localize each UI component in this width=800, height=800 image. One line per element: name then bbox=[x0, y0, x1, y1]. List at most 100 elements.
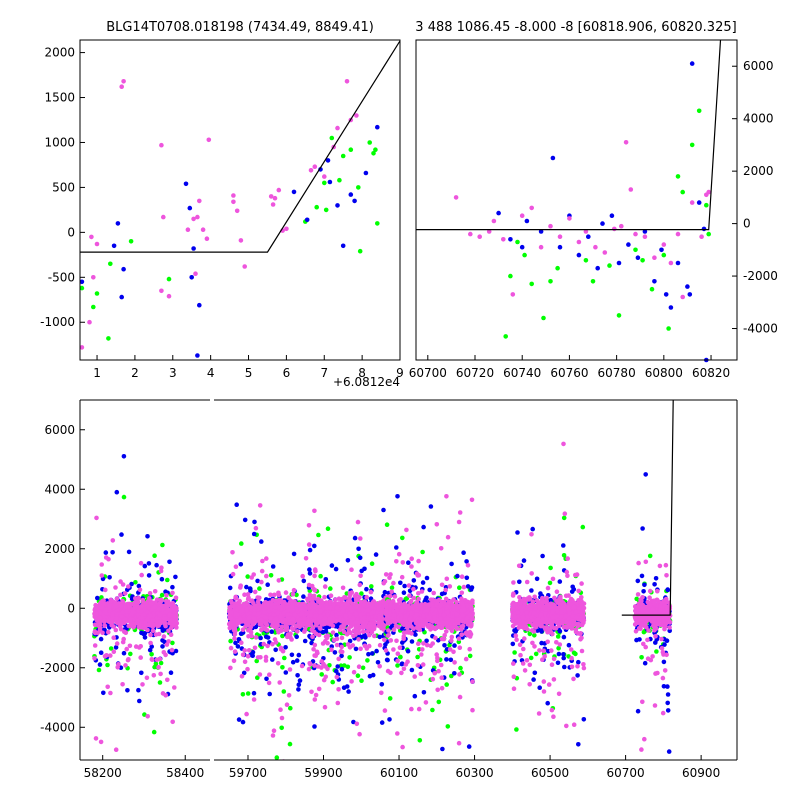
data-point-blue bbox=[374, 648, 379, 654]
data-point-pink bbox=[362, 643, 368, 649]
data-point-pink bbox=[139, 603, 145, 609]
data-point-pink bbox=[233, 596, 238, 601]
data-point-green bbox=[153, 661, 159, 667]
data-point-blue bbox=[160, 628, 166, 633]
data-point-blue bbox=[538, 229, 544, 234]
data-point-pink bbox=[101, 601, 106, 606]
data-point-pink bbox=[322, 594, 327, 600]
data-point-blue bbox=[121, 454, 127, 459]
data-point-green bbox=[160, 542, 165, 548]
data-point-pink bbox=[240, 652, 246, 658]
data-point-pink bbox=[312, 588, 318, 593]
data-point-blue bbox=[283, 670, 289, 675]
data-point-pink bbox=[372, 633, 377, 639]
data-point-pink bbox=[322, 174, 327, 179]
data-point-pink bbox=[298, 606, 303, 612]
data-point-pink bbox=[306, 622, 312, 628]
data-point-blue bbox=[616, 260, 622, 266]
data-point-pink bbox=[261, 641, 267, 647]
data-point-pink bbox=[377, 663, 383, 669]
data-point-green bbox=[240, 692, 246, 697]
data-point-pink bbox=[567, 216, 572, 221]
data-point-pink bbox=[242, 648, 247, 653]
data-point-pink bbox=[255, 599, 261, 605]
data-point-pink bbox=[94, 241, 100, 247]
data-point-green bbox=[661, 252, 667, 258]
data-point-pink bbox=[148, 640, 153, 646]
data-point-pink bbox=[265, 643, 270, 649]
data-point-blue bbox=[258, 635, 263, 641]
data-point-blue bbox=[252, 519, 257, 525]
data-point-blue bbox=[251, 531, 257, 537]
data-point-green bbox=[323, 207, 329, 213]
data-point-pink bbox=[193, 271, 198, 277]
data-point-pink bbox=[272, 592, 277, 598]
data-point-blue bbox=[362, 566, 367, 572]
data-point-blue bbox=[373, 552, 379, 557]
data-point-pink bbox=[185, 227, 191, 232]
data-point-pink bbox=[270, 620, 275, 625]
data-point-green bbox=[345, 664, 351, 670]
data-point-blue bbox=[333, 566, 339, 572]
data-point-pink bbox=[113, 627, 119, 633]
y-tick-label: 4000 bbox=[44, 482, 75, 496]
data-point-blue bbox=[356, 546, 361, 552]
data-point-green bbox=[294, 592, 299, 598]
data-point-pink bbox=[168, 632, 174, 637]
data-point-blue bbox=[382, 589, 388, 595]
data-point-pink bbox=[249, 575, 254, 580]
data-point-pink bbox=[166, 628, 171, 634]
data-point-pink bbox=[149, 657, 155, 662]
data-point-green bbox=[280, 665, 285, 670]
data-point-blue bbox=[295, 673, 300, 678]
data-point-pink bbox=[126, 657, 131, 662]
data-point-green bbox=[99, 595, 104, 600]
data-point-pink bbox=[91, 275, 96, 280]
data-point-green bbox=[133, 580, 138, 585]
data-point-pink bbox=[110, 611, 115, 617]
data-point-pink bbox=[292, 612, 298, 618]
data-point-pink bbox=[204, 236, 210, 241]
data-point-pink bbox=[261, 601, 267, 607]
data-point-blue bbox=[685, 284, 690, 289]
data-point-pink bbox=[286, 693, 292, 698]
data-point-pink bbox=[252, 589, 258, 595]
data-point-pink bbox=[353, 611, 359, 617]
data-point-blue bbox=[696, 200, 702, 205]
data-point-pink bbox=[271, 728, 277, 733]
data-point-pink bbox=[156, 664, 161, 670]
data-point-pink bbox=[260, 558, 265, 564]
data-point-blue bbox=[242, 517, 248, 523]
data-point-pink bbox=[330, 630, 336, 635]
data-point-blue bbox=[586, 234, 591, 239]
data-point-pink bbox=[99, 605, 105, 610]
data-point-pink bbox=[307, 596, 312, 602]
data-point-blue bbox=[291, 189, 297, 195]
data-point-pink bbox=[126, 584, 131, 589]
data-point-pink bbox=[297, 603, 303, 608]
data-point-pink bbox=[159, 288, 164, 294]
data-point-green bbox=[166, 276, 172, 282]
data-point-green bbox=[328, 586, 333, 591]
data-point-green bbox=[239, 541, 244, 546]
data-point-pink bbox=[369, 629, 375, 635]
data-point-pink bbox=[97, 625, 103, 631]
data-point-blue bbox=[273, 647, 279, 653]
data-point-pink bbox=[252, 645, 258, 651]
data-point-blue bbox=[95, 595, 100, 601]
data-point-pink bbox=[313, 613, 319, 618]
data-point-pink bbox=[119, 84, 124, 89]
data-point-pink bbox=[327, 605, 333, 611]
data-point-pink bbox=[376, 618, 382, 624]
data-point-pink bbox=[381, 580, 387, 586]
data-point-green bbox=[170, 640, 175, 646]
data-point-pink bbox=[306, 523, 312, 528]
data-point-blue bbox=[335, 664, 341, 669]
data-point-pink bbox=[668, 260, 674, 266]
data-point-pink bbox=[312, 573, 317, 579]
data-point-pink bbox=[339, 644, 345, 650]
data-point-pink bbox=[163, 623, 168, 629]
data-point-blue bbox=[259, 539, 264, 544]
data-point-pink bbox=[87, 319, 92, 325]
data-point-pink bbox=[233, 564, 239, 569]
